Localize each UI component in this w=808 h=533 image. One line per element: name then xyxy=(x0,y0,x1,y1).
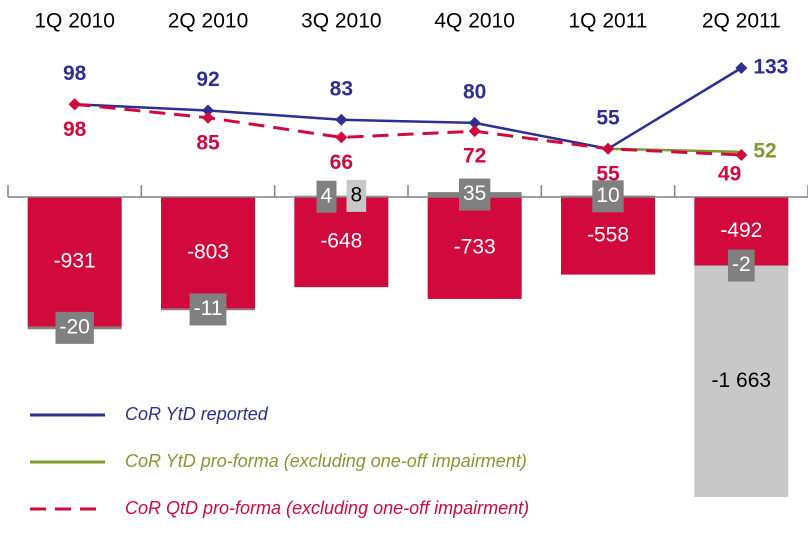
data-label: 133 xyxy=(753,56,788,79)
bar-value-label: -648 xyxy=(320,230,362,253)
x-tick-label: 2Q 2010 xyxy=(168,10,249,33)
bar xyxy=(27,197,122,327)
marker xyxy=(735,62,748,74)
marker xyxy=(602,142,614,155)
label-box xyxy=(727,249,755,282)
marker xyxy=(468,125,481,138)
marker xyxy=(735,149,748,161)
bar-value-label: -11 xyxy=(194,297,223,320)
bar-value-label: 8 xyxy=(350,183,362,206)
data-label: 66 xyxy=(330,151,353,174)
marker xyxy=(202,111,214,124)
bar-value-label: 10 xyxy=(596,184,619,207)
bar xyxy=(294,197,389,288)
data-label: 55 xyxy=(596,162,620,185)
data-label: 92 xyxy=(196,68,219,91)
x-tick-label: 1Q 2011 xyxy=(568,10,647,33)
marker xyxy=(468,116,481,129)
data-label: 80 xyxy=(463,80,486,103)
x-tick-label: 3Q 2010 xyxy=(301,10,382,33)
line xyxy=(74,66,742,151)
x-tick-label: 2Q 2011 xyxy=(702,10,781,33)
data-label: 83 xyxy=(330,77,353,100)
marker xyxy=(68,98,81,111)
legend-label: CoR YtD pro-forma (excluding one-off imp… xyxy=(125,451,527,471)
bar xyxy=(161,197,255,309)
label-box xyxy=(592,180,624,213)
x-tick-label: 1Q 2010 xyxy=(34,10,115,33)
data-label: 52 xyxy=(753,139,776,162)
x-tick-label: 4Q 2010 xyxy=(434,10,515,33)
bar xyxy=(294,195,389,197)
label-box xyxy=(458,178,491,211)
bar-value-label: -2 xyxy=(732,253,751,276)
bar-value-label: -20 xyxy=(59,315,89,338)
bar-value-label: -1 663 xyxy=(712,369,772,392)
marker xyxy=(335,131,348,144)
legend-label: CoR YtD reported xyxy=(125,404,269,424)
bar xyxy=(427,197,522,299)
data-label: 49 xyxy=(718,163,741,186)
data-label: 98 xyxy=(63,62,87,85)
label-box xyxy=(316,180,337,213)
data-label: 72 xyxy=(463,145,486,168)
bar xyxy=(694,265,789,497)
bar-value-label: -733 xyxy=(454,236,496,259)
marker xyxy=(335,113,348,126)
bar-value-label: -931 xyxy=(54,249,96,272)
bar-value-label: -492 xyxy=(720,219,762,242)
bar-value-label: 35 xyxy=(463,182,486,205)
label-box xyxy=(55,311,94,344)
label-box xyxy=(189,293,227,326)
data-label: 98 xyxy=(63,118,87,141)
data-label: 55 xyxy=(596,106,620,129)
bar-value-label: 4 xyxy=(320,184,332,207)
bar-value-label: -803 xyxy=(187,240,229,263)
label-box xyxy=(346,179,367,212)
data-label: 85 xyxy=(196,131,220,154)
bar-value-label: -558 xyxy=(587,223,629,246)
line xyxy=(74,102,742,157)
legend-label: CoR QtD pro-forma (excluding one-off imp… xyxy=(125,498,529,518)
marker xyxy=(202,104,214,117)
